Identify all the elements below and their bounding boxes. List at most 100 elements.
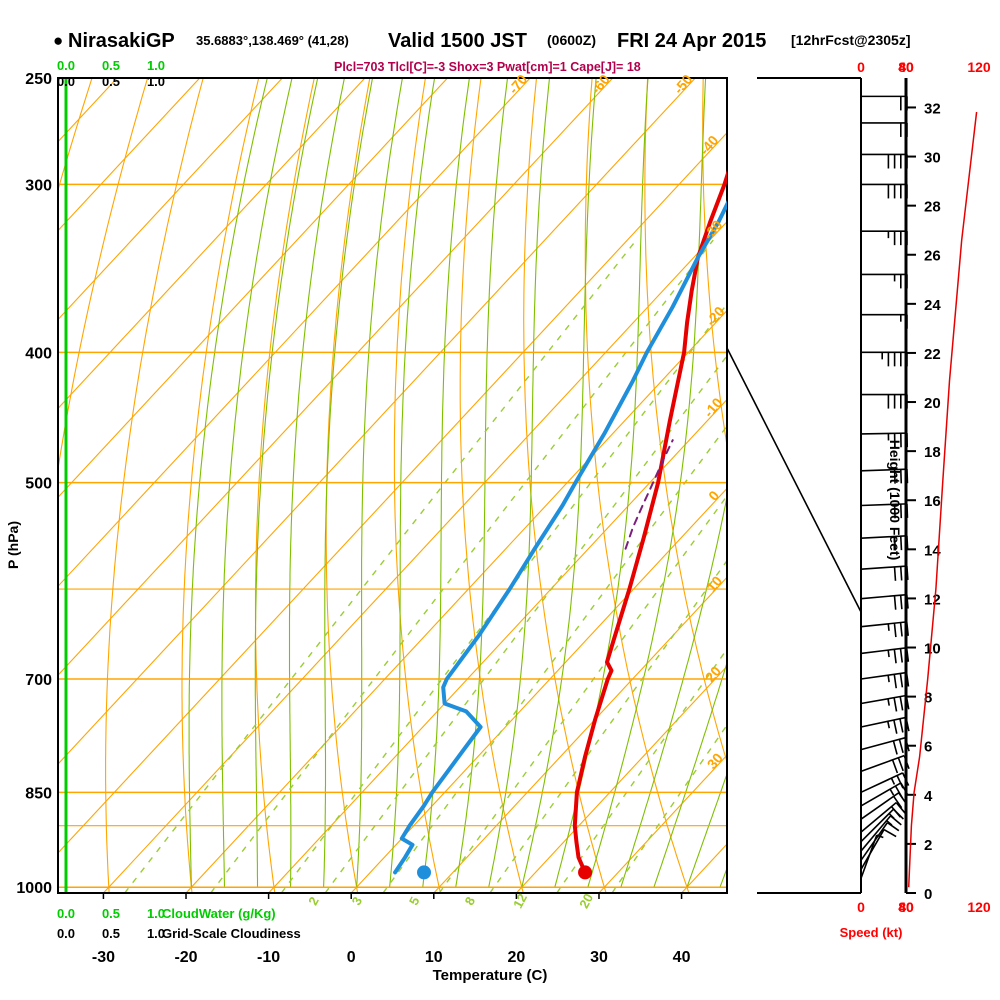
wind-barb: [860, 821, 900, 861]
wind-barb-full: [898, 739, 904, 754]
wind-barb-shaft: [860, 822, 889, 861]
moist-adiabat-line: [587, 78, 707, 888]
wind-barb-shaft: [860, 593, 907, 600]
temperature-tick-label: 10: [425, 949, 443, 966]
wind-barb-full: [886, 821, 900, 832]
height-tick-label: 22: [924, 346, 941, 363]
pressure-tick-label: 500: [25, 476, 52, 493]
wind-barb-full: [893, 566, 897, 581]
temperature-curve: [572, 169, 727, 875]
cloudwater-bottom-tick: 0.0: [57, 906, 75, 921]
wind-barb-full: [892, 795, 903, 809]
wind-barb-full: [893, 536, 897, 551]
height-tick-label: 2: [924, 837, 932, 854]
dry-adiabat-line: [325, 78, 371, 893]
cloudwater-axis-label: CloudWater (g/Kg): [162, 906, 276, 921]
wind-barb-full: [899, 648, 904, 663]
skewt-data-layer: [393, 169, 727, 880]
dry-adiabat-line: [181, 78, 260, 893]
forecast-tag: [12hrFcst@2305z]: [791, 32, 910, 48]
wind-barb-shaft: [860, 716, 907, 728]
wind-barb: [860, 801, 906, 833]
wind-barb: [860, 828, 897, 870]
wind-barb-half: [887, 649, 890, 658]
temperature-tick-label: 30: [590, 949, 608, 966]
wind-barb-full: [894, 785, 904, 799]
height-tick-label: 24: [924, 297, 941, 314]
cloudiness-top-tick: 1.0: [147, 74, 165, 89]
wind-barb-shaft: [860, 503, 907, 507]
moist-adiabat-line: [488, 78, 551, 888]
isotherm-line: [58, 131, 727, 854]
wind-barb-half: [887, 675, 890, 683]
wind-barb-shaft: [860, 468, 907, 472]
temperature-tick-label: 0: [347, 949, 356, 966]
height-tick-label: 30: [924, 150, 941, 167]
surface-temperature-dot: [578, 865, 593, 880]
height-tick-label: 8: [924, 690, 932, 707]
mixing-ratio-label: 20: [576, 891, 596, 911]
wind-barb-full: [895, 802, 906, 814]
header-group: ● NirasakiGP 35.6883°,138.469° (41,28) V…: [53, 30, 910, 74]
wind-barb-full: [899, 536, 903, 551]
moist-adiabat-line: [455, 78, 509, 888]
dry-adiabat-line: [702, 78, 727, 450]
cloudiness-bottom-tick: 1.0: [147, 926, 165, 941]
wind-barb-shaft: [860, 535, 907, 540]
wind-panel-diagonal-upper: [726, 347, 862, 613]
station-coordinates: 35.6883°,138.469° (41,28): [196, 33, 349, 48]
wind-barb-full: [892, 740, 898, 755]
cloudwater-bottom-tick: 0.5: [102, 906, 120, 921]
wind-barb-full: [891, 759, 899, 774]
cloudwater-top-tick: 0.5: [102, 58, 120, 73]
moist-adiabat-line: [653, 660, 727, 888]
wind-barb-full: [899, 673, 904, 688]
isotherm-line: [185, 309, 727, 893]
moist-adiabat-line: [521, 78, 597, 888]
speed-tick-label-bottom: 0: [857, 899, 865, 915]
station-marker-icon: ●: [53, 31, 63, 50]
moist-adiabat-line: [422, 78, 470, 888]
temperature-tick-label: -10: [257, 949, 280, 966]
isotherm-line: [433, 576, 727, 893]
wind-barb-shaft: [860, 792, 900, 820]
surface-dewpoint-dot: [417, 865, 432, 880]
isotherm-line: [58, 78, 448, 499]
pressure-tick-label: 1000: [16, 880, 52, 897]
height-tick-label: 28: [924, 199, 941, 216]
dewpoint-curve: [393, 200, 727, 875]
wind-barb-full: [890, 806, 902, 818]
wind-barb-full: [899, 718, 904, 733]
wind-barb-full: [899, 566, 903, 581]
wind-barb-full: [893, 649, 897, 664]
wind-barb-full: [899, 622, 903, 637]
height-tick-label: 12: [924, 591, 941, 608]
pressure-tick-label: 300: [25, 177, 52, 194]
plot-frame: [57, 77, 728, 894]
wind-barb-half: [889, 788, 895, 796]
pressure-tick-label: 400: [25, 345, 52, 362]
moist-adiabat-line: [686, 772, 727, 888]
dry-adiabat-line: [459, 78, 524, 893]
height-tick-label: 14: [924, 542, 941, 559]
pressure-axis-label: P (hPa): [5, 521, 21, 569]
moist-adiabat-line: [389, 78, 436, 888]
isotherm-line: [58, 78, 201, 232]
moist-adiabat-line: [620, 494, 727, 888]
isotherm-line: [58, 78, 531, 588]
height-tick-label: 18: [924, 444, 941, 461]
valid-time: Valid 1500 JST: [388, 30, 527, 52]
cloudiness-top-tick: 0.5: [102, 74, 120, 89]
temperature-tick-label: 20: [507, 949, 525, 966]
dry-adiabat-line: [105, 78, 204, 893]
wind-barb-shaft: [860, 432, 908, 435]
speed-tick-label-top: 120: [967, 59, 991, 75]
isotherm-line: [58, 78, 366, 410]
wind-barb-shaft: [860, 754, 905, 773]
wind-barb-shaft: [860, 621, 907, 628]
pressure-tick-label: 850: [25, 785, 52, 802]
wind-barb-shaft: [860, 772, 904, 794]
